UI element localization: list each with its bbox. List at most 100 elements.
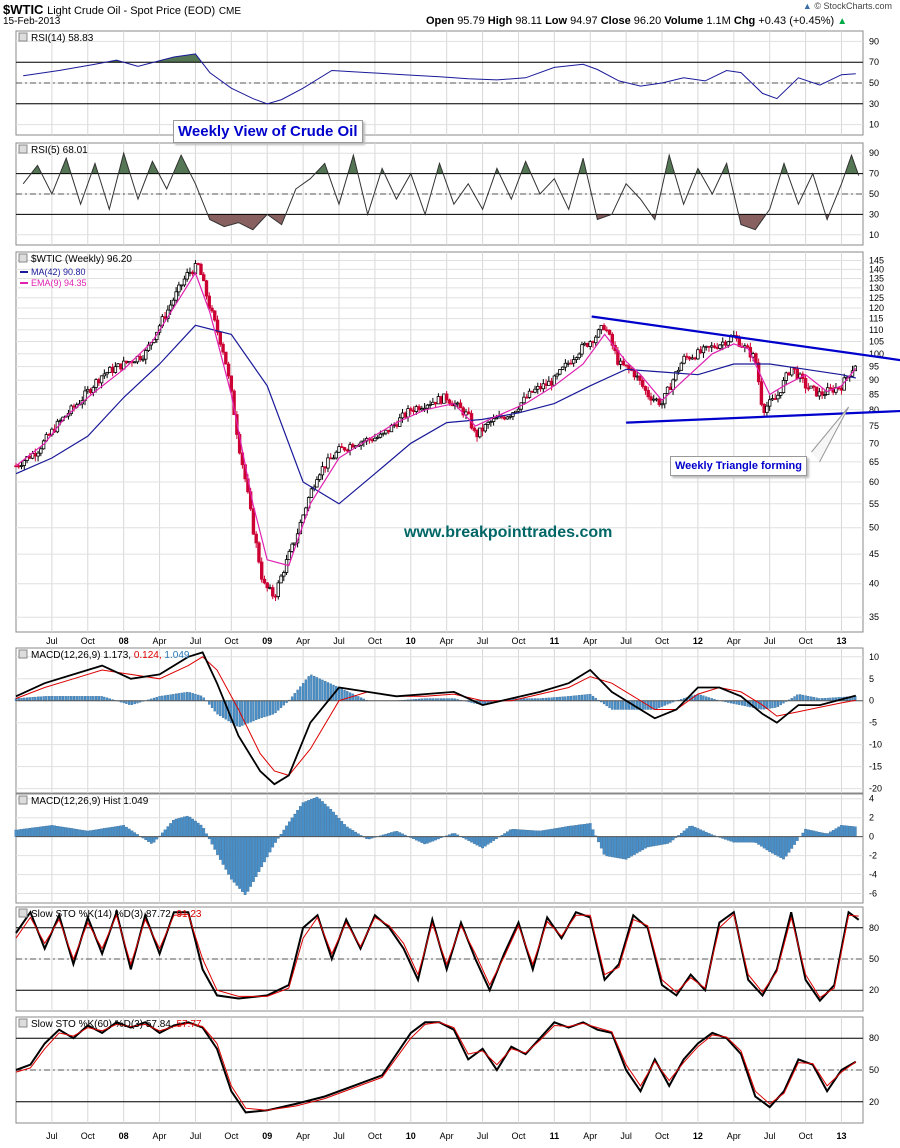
candle-body [329,457,333,460]
hist-bar [754,836,758,843]
hist-bar [622,836,625,860]
macd-hist-bar [622,700,625,710]
candle-body [839,387,844,391]
macd-hist-bar [56,696,59,701]
candle-body [555,373,559,377]
hist-bar [249,836,253,887]
macd-line [15,651,857,786]
candle-body [36,452,40,457]
macd-hist-bar [798,694,802,701]
hist-bar [577,824,581,837]
y-tick-label-hist: -2 [869,851,877,861]
macd-hist-bar [191,693,194,701]
candle-body [447,399,452,404]
candle-body [414,406,419,412]
hist-bar [345,826,349,837]
macd-hist-bar [188,692,192,701]
y-tick-label-rsi5: 90 [869,148,879,158]
hist-bar [108,827,112,837]
hist-bar [69,828,73,837]
candle-body [444,393,449,401]
hist-bar [434,836,437,841]
candle-body [657,398,661,406]
hist-bar [547,829,551,837]
chg-value: +0.43 (+0.45%) [758,15,835,27]
macd-hist-bar [158,696,161,701]
hist-bar [307,800,310,837]
x-tick-label: Apr [440,636,454,646]
macd-hist-bar [70,696,73,701]
hist-bar [602,836,606,855]
hist-bar [196,822,200,837]
x-tick-label: Jul [620,1131,632,1141]
candle-body [422,407,427,410]
hist-bar [312,798,316,837]
macd-hist-bar [804,695,807,701]
macd-hist-bar [271,700,274,715]
x-tick-label: Oct [655,636,670,646]
macd-hist-bar [293,693,296,701]
x-tick-label: 08 [119,636,129,646]
candle-body [505,416,510,420]
hist-bar [820,832,824,837]
candle-body [215,319,220,333]
hist-bar [174,818,178,837]
y-tick-label-rsi14: 50 [869,78,879,88]
x-tick-label: Jul [46,1131,58,1141]
y-tick-label-sto14: 50 [869,954,879,964]
hist-bar [768,836,772,852]
macd-hist-bar [128,700,131,705]
hist-bar [28,828,32,837]
hist-bar [299,806,302,837]
candle-body [467,411,471,414]
candle-body [381,432,385,435]
candle-body [163,316,167,319]
sto-d-value-text: 57.77 [176,1019,201,1030]
x-tick-label: Jul [764,636,776,646]
candle-body [99,375,104,384]
symbol-name: Light Crude Oil - Spot Price (EOD) [47,5,216,17]
hist-bar [33,827,37,837]
macd-hist-bar [567,696,570,701]
candle-body [19,465,24,467]
macd-hist-bar [155,697,158,701]
candle-body [754,353,758,364]
hist-bar [492,836,495,841]
candle-body [442,393,446,404]
macd-hist-bar [210,700,214,708]
candle-body [124,360,129,364]
hist-bar [39,826,43,837]
candle-body [119,363,123,370]
candle-body [508,415,512,418]
y-tick-label-price: 50 [869,523,879,533]
panel-frame-price [15,251,864,633]
candle-body [284,559,289,573]
macd-hist-bar [299,686,302,701]
candle-body [420,408,424,411]
macd-hist-bar [199,695,203,701]
hist-bar [202,828,206,837]
hist-bar [61,826,65,837]
candle-body [621,360,626,366]
hist-bar [152,836,156,843]
website-annotation[interactable]: www.breakpointtrades.com [404,524,613,541]
hist-bar [304,801,308,837]
macd-hist-bar [660,700,664,707]
hist-bar [486,836,490,845]
macd-hist-bar [774,700,777,708]
candle-body [72,405,76,408]
brand-link[interactable]: ▲ © StockCharts.com [803,1,892,11]
hist-bar [569,825,573,837]
macd-hist-bar [274,700,277,714]
macd-hist-bar [75,696,78,701]
hist-bar [575,825,578,837]
hist-bar [17,829,21,837]
candle-body [668,386,672,391]
macd-hist-bar [64,696,67,701]
macd-hist-bar [208,700,211,705]
hist-bar [72,828,76,837]
macd-hist-bar [649,700,653,710]
candle-body [544,383,548,386]
candle-body [403,412,407,418]
hist-bar [290,817,294,837]
